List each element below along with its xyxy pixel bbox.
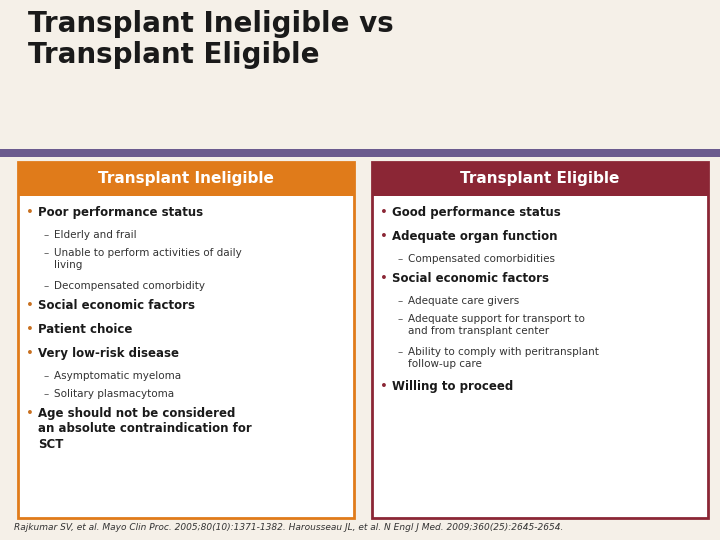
- Text: –: –: [398, 314, 403, 324]
- FancyBboxPatch shape: [372, 162, 708, 196]
- Text: Adequate care givers: Adequate care givers: [408, 296, 519, 306]
- Text: –: –: [398, 296, 403, 306]
- Text: –: –: [44, 371, 49, 381]
- Text: Transplant Eligible: Transplant Eligible: [460, 172, 620, 186]
- Text: Adequate organ function: Adequate organ function: [392, 230, 557, 243]
- Text: Good performance status: Good performance status: [392, 206, 561, 219]
- Text: •: •: [380, 380, 388, 393]
- Text: Elderly and frail: Elderly and frail: [54, 230, 137, 240]
- Text: •: •: [26, 323, 34, 336]
- Text: •: •: [26, 206, 34, 219]
- Text: Compensated comorbidities: Compensated comorbidities: [408, 254, 555, 264]
- Text: Ability to comply with peritransplant
follow-up care: Ability to comply with peritransplant fo…: [408, 347, 599, 369]
- Text: Rajkumar SV, et al. Mayo Clin Proc. 2005;80(10):1371-1382. Harousseau JL, et al.: Rajkumar SV, et al. Mayo Clin Proc. 2005…: [14, 523, 563, 532]
- FancyBboxPatch shape: [18, 162, 354, 196]
- Text: –: –: [44, 248, 49, 258]
- Text: •: •: [26, 299, 34, 312]
- Text: Transplant Ineligible: Transplant Ineligible: [98, 172, 274, 186]
- Text: •: •: [380, 230, 388, 243]
- Text: Asymptomatic myeloma: Asymptomatic myeloma: [54, 371, 181, 381]
- Text: •: •: [26, 347, 34, 360]
- Text: Willing to proceed: Willing to proceed: [392, 380, 513, 393]
- FancyBboxPatch shape: [372, 162, 708, 518]
- Text: Poor performance status: Poor performance status: [38, 206, 203, 219]
- Text: •: •: [380, 272, 388, 285]
- Text: –: –: [398, 254, 403, 264]
- Text: –: –: [44, 389, 49, 399]
- Text: •: •: [26, 407, 34, 420]
- Text: Social economic factors: Social economic factors: [38, 299, 195, 312]
- Text: Transplant Ineligible vs
Transplant Eligible: Transplant Ineligible vs Transplant Elig…: [28, 10, 394, 69]
- Text: Adequate support for transport to
and from transplant center: Adequate support for transport to and fr…: [408, 314, 585, 336]
- Text: Decompensated comorbidity: Decompensated comorbidity: [54, 281, 205, 291]
- Bar: [0, 149, 720, 157]
- FancyBboxPatch shape: [18, 162, 354, 518]
- Text: –: –: [398, 347, 403, 357]
- Text: Solitary plasmacytoma: Solitary plasmacytoma: [54, 389, 174, 399]
- Text: Social economic factors: Social economic factors: [392, 272, 549, 285]
- Text: •: •: [380, 206, 388, 219]
- Text: Unable to perform activities of daily
living: Unable to perform activities of daily li…: [54, 248, 242, 270]
- Text: –: –: [44, 281, 49, 291]
- Text: Age should not be considered
an absolute contraindication for
SCT: Age should not be considered an absolute…: [38, 407, 252, 451]
- Text: Patient choice: Patient choice: [38, 323, 132, 336]
- Text: –: –: [44, 230, 49, 240]
- Text: Very low-risk disease: Very low-risk disease: [38, 347, 179, 360]
